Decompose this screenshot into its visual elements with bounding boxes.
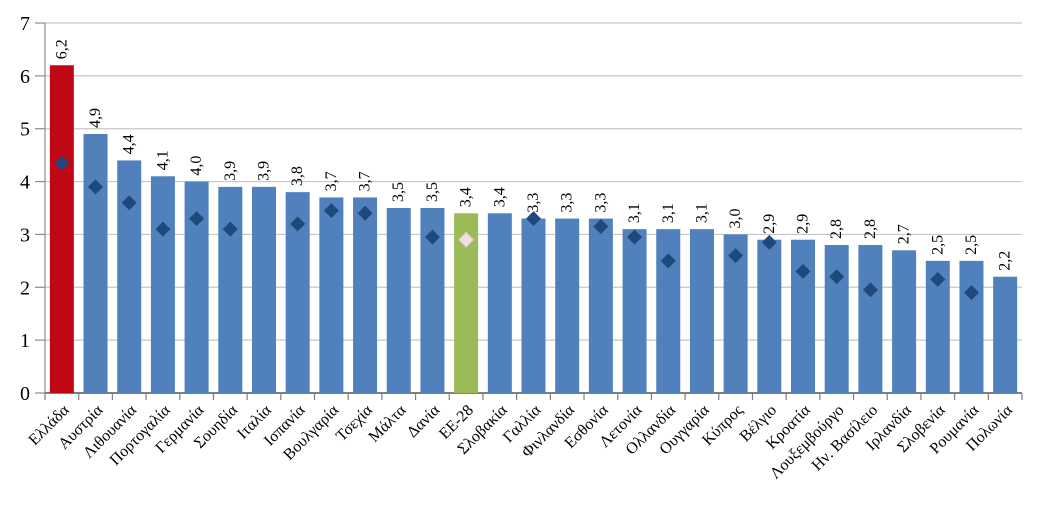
marker-diamond-Γαλλία [526,211,541,227]
bar-value-label: 3,5 [424,182,441,202]
marker-diamond-Λουξεμβούργο [829,269,845,285]
marker-diamond-Ισπανία [290,216,306,232]
bar-value-label: 2,2 [997,251,1014,271]
bar-value-label: 3,1 [660,203,677,223]
y-axis-tick-label: 0 [20,383,30,405]
bar-Εσθονία [588,218,613,393]
marker-diamond-Αυστρία [88,179,104,195]
bar-value-label: 3,3 [525,193,542,213]
bar-value-label: 2,9 [795,214,812,234]
bar-Ελλάδα [49,65,74,394]
marker-diamond-Λετονία [627,229,643,245]
y-axis-tick-label: 2 [20,277,30,299]
category-label-Μάλτα: Μάλτα [366,401,410,445]
bar-value-label: 3,3 [592,193,609,213]
bar-value-label: 4,1 [154,150,171,170]
bar-Γαλλία [521,218,546,393]
bar-value-label: 3,1 [693,203,710,223]
marker-diamond-ΕΕ-28 [457,231,475,248]
bar-Αυστρία [83,134,108,393]
marker-diamond-Εσθονία [593,219,609,234]
bar-value-label: 2,8 [862,219,879,239]
bar-value-label: 4,4 [121,134,138,154]
marker-diamond-Ρουμανία [963,285,979,301]
marker-diamond-Λιθουανία [121,195,137,211]
y-axis-tick-label: 6 [20,66,30,88]
marker-diamond-Γερμανία [189,211,205,227]
marker-diamond-Σουηδία [222,221,238,237]
y-axis-tick-label: 1 [20,330,30,352]
bar-value-label: 3,3 [559,193,576,213]
bar-Σουηδία [218,186,243,393]
marker-diamond-Βέλγιο [761,234,777,250]
bar-value-label: 2,5 [963,235,980,255]
bar-Σλοβακία [487,213,512,393]
bar-value-label: 3,9 [255,161,272,181]
bar-value-label: 4,9 [87,108,104,128]
marker-diamond-Σλοβενία [930,271,946,287]
marker-diamond-Κροατία [795,263,811,279]
bar-value-label: 3,4 [458,187,475,207]
bar-Πολωνία [993,276,1018,393]
bar-Φινλανδία [555,218,580,393]
bar-value-label: 3,7 [357,171,374,191]
bar-value-label: 3,0 [727,208,744,228]
marker-diamond-Τσεχία [357,205,373,221]
bar-value-label: 3,9 [222,161,239,181]
bar-Ιρλανδία [892,250,917,393]
bar-value-label: 2,8 [828,219,845,239]
bar-Βουλγαρία [319,197,344,393]
bar-Ρουμανία [959,260,984,393]
marker-diamond-Ολλανδία [660,253,676,269]
y-axis-tick-label: 3 [20,224,30,246]
y-axis-tick-label: 7 [20,13,30,35]
bar-value-label: 4,0 [188,156,205,176]
marker-diamond-Δανία [424,229,440,245]
bar-value-label: 2,7 [896,224,913,244]
bar-value-label: 3,4 [491,187,508,207]
bar-Ην. Βασίλειο [858,245,883,393]
bar-Μάλτα [386,208,411,393]
marker-diamond-Ελλάδα [54,155,70,171]
bar-value-label: 6,2 [53,39,70,59]
bar-value-label: 3,1 [626,203,643,223]
marker-diamond-Κύπρος [728,248,744,264]
marker-diamond-Ην. Βασίλειο [862,282,878,298]
marker-diamond-Πορτογαλία [155,221,171,237]
bar-value-label: 3,8 [289,166,306,186]
bar-Πορτογαλία [150,176,175,393]
bar-Λετονία [622,229,647,393]
bar-value-label: 3,7 [323,171,340,191]
bar-value-label: 3,5 [390,182,407,202]
bar-Κροατία [791,239,816,393]
bar-Ουγγαρία [689,229,714,393]
y-axis-tick-label: 5 [20,119,30,141]
marker-diamond-Βουλγαρία [323,203,339,219]
category-label-Δανία: Δανία [404,401,444,441]
bar-Τσεχία [353,197,378,393]
bar-Βέλγιο [757,239,782,393]
y-axis-tick-label: 4 [20,172,30,194]
bar-value-label: 2,5 [929,235,946,255]
bar-Λουξεμβούργο [824,245,849,393]
bar-Ιταλία [251,186,276,393]
bar-value-label: 2,9 [761,214,778,234]
